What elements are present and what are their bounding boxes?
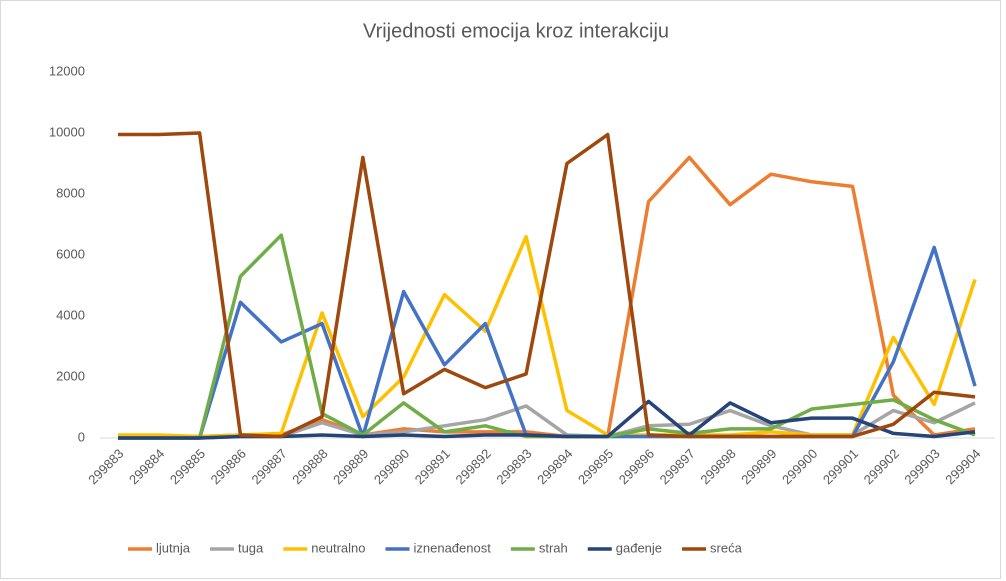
legend-label: sreća [710,540,743,555]
legend-label: gađenje [616,540,662,555]
chart-title: Vrijednosti emocija kroz interakciju [363,20,669,42]
y-tick-label: 8000 [56,185,85,200]
y-tick-label: 12000 [49,63,85,78]
legend-label: iznenađenost [414,540,492,555]
y-tick-label: 6000 [56,246,85,261]
legend-label: neutralno [311,540,365,555]
legend-label: ljutnja [156,540,191,555]
y-tick-label: 2000 [56,368,85,383]
y-tick-label: 0 [78,429,85,444]
series-line [118,131,976,439]
legend-label: strah [539,540,568,555]
y-tick-label: 10000 [49,124,85,139]
y-tick-label: 4000 [56,307,85,322]
legend-label: tuga [238,540,264,555]
